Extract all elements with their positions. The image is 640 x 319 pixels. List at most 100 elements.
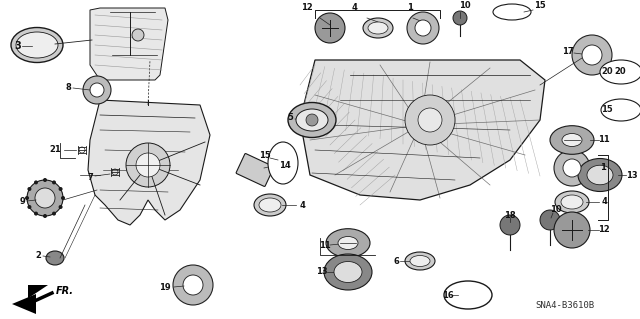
- Text: SNA4-B3610B: SNA4-B3610B: [536, 300, 595, 309]
- FancyBboxPatch shape: [236, 153, 274, 186]
- Ellipse shape: [405, 252, 435, 270]
- Ellipse shape: [368, 22, 388, 34]
- Ellipse shape: [561, 195, 583, 209]
- Ellipse shape: [11, 27, 63, 63]
- Ellipse shape: [254, 194, 286, 216]
- Circle shape: [540, 210, 560, 230]
- Text: 17: 17: [562, 48, 574, 56]
- Ellipse shape: [288, 102, 336, 137]
- Circle shape: [43, 178, 47, 182]
- Polygon shape: [88, 100, 210, 225]
- Text: 14: 14: [279, 160, 291, 169]
- Circle shape: [132, 29, 144, 41]
- Text: 21: 21: [49, 145, 61, 154]
- Ellipse shape: [493, 4, 531, 20]
- Circle shape: [582, 45, 602, 65]
- Text: 19: 19: [159, 283, 171, 292]
- Circle shape: [407, 12, 439, 44]
- Circle shape: [25, 196, 29, 200]
- Circle shape: [61, 196, 65, 200]
- Text: FR.: FR.: [56, 286, 74, 296]
- Text: 2: 2: [35, 250, 41, 259]
- Ellipse shape: [338, 236, 358, 249]
- Text: 4: 4: [299, 201, 305, 210]
- Circle shape: [415, 20, 431, 36]
- Text: 13: 13: [316, 268, 328, 277]
- Ellipse shape: [46, 251, 64, 265]
- Circle shape: [554, 212, 590, 248]
- Text: 15: 15: [534, 2, 546, 11]
- Ellipse shape: [555, 191, 589, 213]
- Text: 3: 3: [15, 41, 21, 51]
- Text: 15: 15: [259, 151, 271, 160]
- Ellipse shape: [334, 262, 362, 283]
- Text: 20: 20: [614, 68, 626, 77]
- Text: 5: 5: [287, 114, 293, 122]
- Ellipse shape: [562, 133, 582, 146]
- Ellipse shape: [600, 60, 640, 84]
- Text: 7: 7: [87, 174, 93, 182]
- Circle shape: [315, 13, 345, 43]
- Polygon shape: [18, 285, 48, 308]
- Text: 12: 12: [301, 3, 313, 11]
- Circle shape: [306, 114, 318, 126]
- Circle shape: [27, 180, 63, 216]
- Circle shape: [34, 181, 38, 184]
- Ellipse shape: [326, 229, 370, 257]
- Ellipse shape: [444, 281, 492, 309]
- Text: 11: 11: [319, 241, 331, 249]
- Ellipse shape: [587, 165, 613, 185]
- Text: 10: 10: [459, 2, 471, 11]
- Ellipse shape: [363, 18, 393, 38]
- Ellipse shape: [324, 254, 372, 290]
- Circle shape: [59, 205, 63, 209]
- Circle shape: [183, 275, 203, 295]
- Ellipse shape: [259, 198, 281, 212]
- Circle shape: [136, 153, 160, 177]
- Circle shape: [453, 11, 467, 25]
- Polygon shape: [300, 60, 545, 200]
- Circle shape: [173, 265, 213, 305]
- Polygon shape: [90, 8, 168, 80]
- Circle shape: [500, 215, 520, 235]
- Text: 6: 6: [393, 256, 399, 265]
- Circle shape: [418, 108, 442, 132]
- Text: 1: 1: [407, 3, 413, 11]
- Circle shape: [28, 205, 31, 209]
- Ellipse shape: [16, 32, 58, 58]
- Circle shape: [126, 143, 170, 187]
- Circle shape: [405, 95, 455, 145]
- Circle shape: [83, 76, 111, 104]
- Ellipse shape: [410, 256, 430, 266]
- Text: 12: 12: [598, 226, 610, 234]
- Circle shape: [35, 188, 55, 208]
- Circle shape: [554, 150, 590, 186]
- Text: 16: 16: [442, 291, 454, 300]
- Text: 8: 8: [65, 84, 71, 93]
- Circle shape: [563, 159, 581, 177]
- Circle shape: [90, 83, 104, 97]
- Text: 4: 4: [352, 3, 358, 11]
- Text: 11: 11: [598, 136, 610, 145]
- Ellipse shape: [578, 159, 622, 191]
- Polygon shape: [12, 294, 36, 314]
- Text: 15: 15: [601, 106, 613, 115]
- Circle shape: [43, 214, 47, 218]
- Circle shape: [28, 187, 31, 191]
- Text: 4: 4: [601, 197, 607, 206]
- Ellipse shape: [296, 109, 328, 131]
- Circle shape: [59, 187, 63, 191]
- Text: 13: 13: [626, 170, 638, 180]
- Circle shape: [52, 181, 56, 184]
- Text: 20: 20: [602, 68, 613, 77]
- Ellipse shape: [550, 126, 594, 154]
- Text: 9: 9: [19, 197, 25, 206]
- Circle shape: [572, 35, 612, 75]
- Ellipse shape: [268, 142, 298, 184]
- Text: 10: 10: [550, 205, 562, 214]
- Ellipse shape: [601, 99, 640, 121]
- Circle shape: [34, 211, 38, 216]
- Text: 18: 18: [504, 211, 516, 219]
- Text: 1: 1: [600, 164, 606, 173]
- Circle shape: [52, 211, 56, 216]
